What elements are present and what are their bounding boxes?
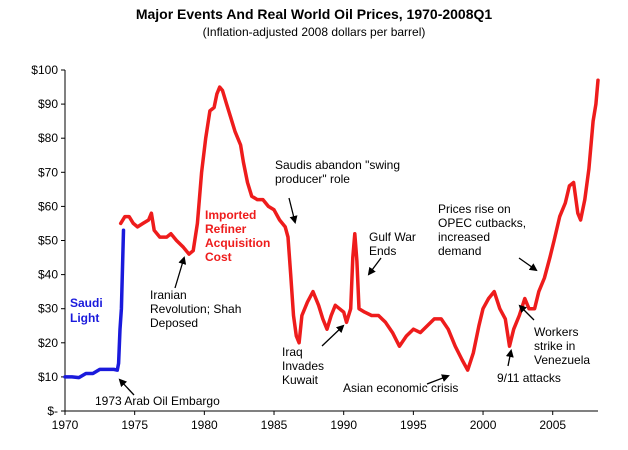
y-tick-label: $100 — [31, 63, 58, 77]
annotations: Saudi Light Imported Refiner Acquisition Cos… — [70, 158, 590, 408]
arrow-iraq — [321, 324, 345, 347]
annotation-arrows — [118, 197, 538, 396]
y-tick-label: $90 — [38, 97, 58, 111]
x-tick-label: 1995 — [400, 418, 427, 432]
tick-labels: $- $10 $20 $30 $40 $50 $60 $70 $80 $90 $100 1970 197… — [31, 63, 566, 432]
label-saudi-light: Saudi Light — [70, 296, 103, 325]
y-tick-label: $30 — [38, 302, 58, 316]
y-tick-label: $- — [47, 404, 58, 418]
series-line-refiner-acquisition-cost — [118, 78, 600, 372]
label-refiner-cost: Imported Refiner Acquisition Cost — [205, 208, 270, 264]
label-saudis-abandon: Saudis abandon "swing producer" role — [275, 158, 400, 186]
arrow-saudis-abandon — [288, 197, 298, 224]
label-sept11: 9/11 attacks — [497, 371, 561, 385]
label-embargo: 1973 Arab Oil Embargo — [95, 394, 220, 408]
series-lines — [63, 78, 600, 380]
arrow-asian — [426, 374, 450, 385]
series-line-saudi-light — [63, 228, 126, 380]
x-tick-label: 1985 — [261, 418, 288, 432]
arrow-workers — [518, 304, 535, 321]
y-tick-label: $80 — [38, 131, 58, 145]
axes — [61, 69, 598, 415]
label-opec-cutbacks: Prices rise on OPEC cutbacks, increased dem… — [438, 202, 526, 258]
chart-subtitle: (Inflation-adjusted 2008 dollars per bar… — [202, 25, 426, 39]
y-tick-label: $10 — [38, 370, 58, 384]
x-tick-label: 1975 — [121, 418, 148, 432]
label-workers-strike: Workers strike in Venezuela — [534, 325, 590, 367]
arrow-opec — [518, 257, 538, 272]
x-tick-label: 1980 — [191, 418, 218, 432]
arrow-embargo — [118, 378, 135, 396]
label-iranian-revolution: Iranian Revolution; Shah Deposed — [150, 288, 241, 330]
x-tick-label: 2000 — [470, 418, 497, 432]
label-asian-crisis: Asian economic crisis — [343, 381, 458, 395]
y-tick-label: $40 — [38, 268, 58, 282]
x-tick-label: 1990 — [330, 418, 357, 432]
arrow-gulf-war — [367, 257, 382, 276]
y-tick-label: $70 — [38, 165, 58, 179]
x-tick-label: 1970 — [52, 418, 79, 432]
y-tick-label: $60 — [38, 199, 58, 213]
label-iraq-invades: Iraq Invades Kuwait — [282, 345, 324, 387]
arrow-sept11 — [505, 349, 514, 367]
chart-title: Major Events And Real World Oil Prices, … — [135, 6, 493, 22]
arrow-iranian — [174, 256, 187, 289]
y-tick-label: $20 — [38, 336, 58, 350]
label-gulf-war-ends: Gulf War Ends — [369, 230, 416, 258]
x-tick-label: 2005 — [539, 418, 566, 432]
y-tick-label: $50 — [38, 234, 58, 248]
